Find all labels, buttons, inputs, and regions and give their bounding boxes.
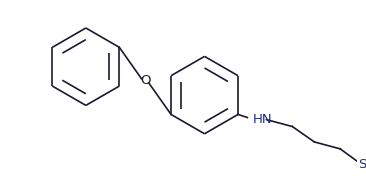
Text: HN: HN — [253, 113, 272, 126]
Text: O: O — [140, 74, 150, 87]
Text: S: S — [358, 158, 366, 171]
